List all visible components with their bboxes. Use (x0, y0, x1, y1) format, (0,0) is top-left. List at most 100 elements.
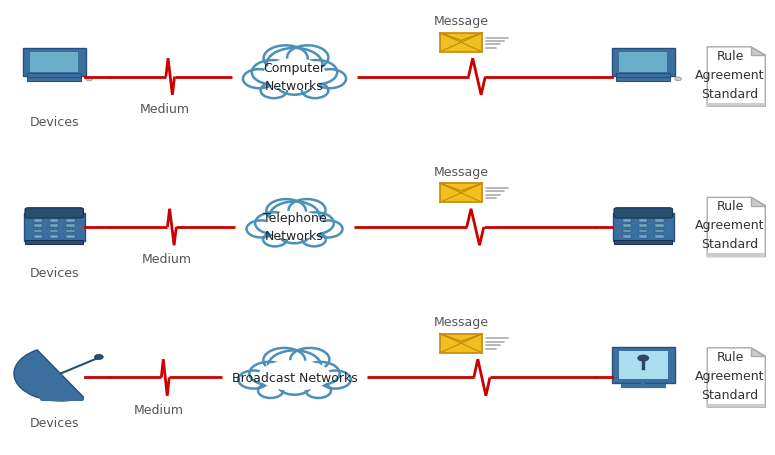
Circle shape (238, 371, 269, 389)
Circle shape (287, 46, 329, 71)
Bar (67, 219, 74, 222)
FancyBboxPatch shape (440, 184, 482, 203)
Bar (656, 236, 663, 238)
Ellipse shape (258, 360, 331, 391)
FancyBboxPatch shape (616, 74, 670, 78)
FancyBboxPatch shape (614, 240, 673, 245)
Circle shape (277, 375, 312, 395)
Text: Medium: Medium (134, 403, 184, 416)
Bar (50, 219, 58, 222)
Circle shape (260, 83, 287, 99)
Bar (34, 225, 42, 228)
Circle shape (277, 75, 312, 96)
Text: Medium: Medium (142, 253, 191, 266)
Ellipse shape (265, 211, 324, 240)
Circle shape (279, 225, 310, 244)
FancyBboxPatch shape (614, 208, 673, 218)
FancyBboxPatch shape (27, 74, 81, 78)
Bar (639, 219, 647, 222)
Circle shape (264, 348, 305, 373)
FancyBboxPatch shape (612, 213, 673, 242)
Circle shape (296, 61, 337, 85)
Circle shape (302, 83, 329, 99)
FancyBboxPatch shape (612, 49, 674, 77)
Text: Devices: Devices (29, 116, 79, 129)
FancyBboxPatch shape (440, 34, 482, 53)
FancyBboxPatch shape (26, 240, 84, 245)
Polygon shape (707, 48, 766, 107)
FancyBboxPatch shape (619, 53, 667, 72)
FancyBboxPatch shape (30, 53, 78, 72)
FancyBboxPatch shape (612, 347, 674, 383)
Text: Broadcast Networks: Broadcast Networks (232, 371, 357, 384)
Polygon shape (751, 348, 766, 356)
Bar (623, 219, 631, 222)
Bar (67, 230, 74, 233)
Circle shape (320, 371, 351, 389)
FancyBboxPatch shape (24, 213, 85, 242)
Circle shape (86, 78, 92, 81)
Polygon shape (707, 198, 766, 257)
Bar (639, 230, 647, 233)
Bar (50, 230, 58, 233)
Wedge shape (14, 350, 84, 401)
Text: Message: Message (434, 165, 488, 178)
Polygon shape (751, 198, 766, 206)
Ellipse shape (264, 59, 326, 91)
Circle shape (264, 46, 308, 72)
Text: Rule
Agreement
Standard: Rule Agreement Standard (695, 50, 765, 101)
Circle shape (264, 233, 287, 247)
Bar (50, 236, 58, 238)
FancyBboxPatch shape (707, 253, 766, 257)
Bar (34, 230, 42, 233)
Bar (639, 236, 647, 238)
Bar (623, 230, 631, 233)
Circle shape (306, 384, 331, 398)
Text: Rule
Agreement
Standard: Rule Agreement Standard (695, 200, 765, 251)
Bar (623, 236, 631, 238)
Circle shape (267, 200, 306, 223)
Text: Medium: Medium (140, 102, 190, 116)
Bar (623, 225, 631, 228)
FancyBboxPatch shape (27, 78, 81, 82)
Circle shape (243, 70, 275, 89)
Bar (34, 236, 42, 238)
Text: Message: Message (434, 315, 488, 329)
FancyBboxPatch shape (440, 334, 482, 353)
Bar (639, 225, 647, 228)
Circle shape (637, 355, 649, 362)
Circle shape (291, 348, 329, 371)
Circle shape (268, 351, 321, 382)
Circle shape (302, 233, 326, 247)
Circle shape (297, 213, 334, 234)
Text: Rule
Agreement
Standard: Rule Agreement Standard (695, 350, 765, 401)
Bar (67, 236, 74, 238)
Circle shape (270, 202, 319, 231)
Polygon shape (751, 48, 766, 56)
Bar (34, 219, 42, 222)
FancyBboxPatch shape (707, 404, 766, 407)
Circle shape (675, 78, 681, 81)
Circle shape (258, 384, 283, 398)
Text: Devices: Devices (29, 416, 79, 430)
FancyBboxPatch shape (25, 208, 84, 218)
Circle shape (301, 362, 339, 385)
Bar (50, 225, 58, 228)
Text: Telephone
Networks: Telephone Networks (263, 212, 326, 243)
Circle shape (313, 221, 343, 238)
Text: Computer
Networks: Computer Networks (264, 62, 326, 93)
Circle shape (95, 354, 103, 360)
Circle shape (252, 61, 293, 85)
Circle shape (255, 213, 292, 234)
FancyBboxPatch shape (23, 49, 86, 77)
Circle shape (250, 362, 288, 385)
Circle shape (246, 221, 276, 238)
FancyBboxPatch shape (618, 351, 668, 379)
Text: Devices: Devices (29, 266, 79, 279)
FancyBboxPatch shape (616, 78, 670, 82)
Polygon shape (707, 348, 766, 407)
Bar (656, 219, 663, 222)
Bar (656, 225, 663, 228)
Circle shape (314, 70, 346, 89)
Bar (656, 230, 663, 233)
